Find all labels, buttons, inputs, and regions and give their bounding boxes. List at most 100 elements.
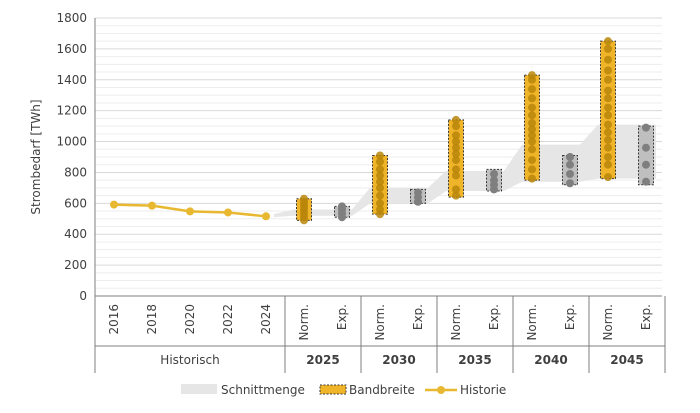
group-label-year: 2040 <box>534 353 567 367</box>
norm-point-2040 <box>528 71 536 80</box>
norm-point-2035 <box>452 149 460 158</box>
norm-point-2030 <box>376 177 384 186</box>
norm-point-2030 <box>376 165 384 174</box>
norm-point-2040 <box>528 145 536 154</box>
group-label-year: 2030 <box>382 353 415 367</box>
y-tick-label: 200 <box>64 258 87 272</box>
exp-point-2045 <box>642 177 650 186</box>
norm-point-2035 <box>452 115 460 124</box>
norm-point-2045 <box>604 120 612 129</box>
axes: 0 200 400 600 800 1000 1200 1400 1600 1800 2016 201… <box>56 11 666 373</box>
norm-point-2025 <box>300 194 308 203</box>
y-axis-label: Strombedarf [TWh] <box>29 99 43 214</box>
schnittmenge-polygon <box>274 124 656 218</box>
x-tick-label-exp: Exp. <box>639 304 653 330</box>
x-tick-label: 2018 <box>145 304 159 335</box>
history-series <box>110 200 270 221</box>
x-tick-label-norm: Norm. <box>373 304 387 341</box>
legend-label-bandbreite: Bandbreite <box>349 383 415 397</box>
exp-point-2045 <box>642 160 650 169</box>
legend-swatch-historie-dot <box>437 386 445 394</box>
norm-point-2045 <box>604 55 612 64</box>
y-tick-label: 800 <box>64 165 87 179</box>
x-tick-label: 2024 <box>259 304 273 335</box>
norm-point-2035 <box>452 156 460 165</box>
norm-point-2035 <box>452 131 460 140</box>
y-tick-label: 1800 <box>56 11 87 25</box>
x-tick-label-norm: Norm. <box>297 304 311 341</box>
group-label-year: 2035 <box>458 353 491 367</box>
exp-point-2035 <box>490 176 498 185</box>
y-tick-label: 1400 <box>56 73 87 87</box>
x-tick-label-exp: Exp. <box>335 304 349 330</box>
legend-label-schnittmenge: Schnittmenge <box>221 383 305 397</box>
x-tick-label-exp: Exp. <box>411 304 425 330</box>
exp-point-2045 <box>642 123 650 132</box>
historie-point-2016 <box>110 200 118 209</box>
y-tick-label: 400 <box>64 227 87 241</box>
exp-point-2035 <box>490 169 498 178</box>
norm-point-2040 <box>528 137 536 146</box>
y-tick-label: 0 <box>79 289 87 303</box>
norm-point-2045 <box>604 94 612 103</box>
exp-point-2045 <box>642 143 650 152</box>
norm-point-2045 <box>604 160 612 169</box>
legend-label-historie: Historie <box>460 383 506 397</box>
norm-point-2045 <box>604 143 612 152</box>
norm-point-2035 <box>452 191 460 200</box>
norm-point-2030 <box>376 191 384 200</box>
norm-point-2045 <box>604 103 612 112</box>
norm-point-2040 <box>528 125 536 134</box>
historie-point-2020 <box>186 207 194 216</box>
norm-point-2035 <box>452 171 460 180</box>
y-tick-label: 1200 <box>56 104 87 118</box>
norm-point-2035 <box>452 143 460 152</box>
group-label-historisch: Historisch <box>160 353 219 367</box>
norm-point-2040 <box>528 174 536 183</box>
exp-point-2040 <box>566 160 574 169</box>
norm-point-2040 <box>528 85 536 94</box>
norm-point-2045 <box>604 44 612 53</box>
norm-point-2040 <box>528 111 536 120</box>
norm-point-2030 <box>376 157 384 166</box>
legend-swatch-bandbreite <box>319 384 347 395</box>
norm-point-2040 <box>528 119 536 128</box>
norm-point-2045 <box>604 75 612 84</box>
historie-point-2022 <box>224 208 232 217</box>
x-tick-label: 2022 <box>221 304 235 335</box>
group-label-year: 2045 <box>610 353 643 367</box>
exp-point-2040 <box>566 179 574 188</box>
historie-point-2018 <box>148 201 156 210</box>
range-bars <box>296 37 654 225</box>
x-tick-label: 2016 <box>107 304 121 335</box>
schnittmenge-area <box>274 124 656 218</box>
legend: Schnittmenge Bandbreite Historie <box>181 383 506 397</box>
norm-point-2040 <box>528 131 536 140</box>
y-tick-label: 1600 <box>56 42 87 56</box>
historie-point-2024 <box>262 212 270 221</box>
norm-point-2030 <box>376 199 384 208</box>
norm-point-2045 <box>604 86 612 95</box>
exp-point-2025 <box>338 202 346 211</box>
norm-point-2045 <box>604 173 612 182</box>
bandbreite-bar-exp-2045 <box>638 125 654 186</box>
x-tick-label-norm: Norm. <box>525 304 539 341</box>
exp-point-2040 <box>566 169 574 178</box>
norm-point-2030 <box>376 151 384 160</box>
group-label-year: 2025 <box>306 353 339 367</box>
norm-point-2040 <box>528 165 536 174</box>
norm-point-2045 <box>604 37 612 46</box>
y-tick-label: 1000 <box>56 135 87 149</box>
norm-point-2045 <box>604 111 612 120</box>
norm-point-2045 <box>604 66 612 75</box>
x-tick-label-exp: Exp. <box>487 304 501 330</box>
norm-point-2030 <box>376 205 384 214</box>
norm-point-2035 <box>452 122 460 131</box>
norm-point-2040 <box>528 94 536 103</box>
x-tick-label-norm: Norm. <box>449 304 463 341</box>
norm-point-2040 <box>528 103 536 112</box>
x-tick-label: 2020 <box>183 304 197 335</box>
norm-point-2030 <box>376 171 384 180</box>
norm-point-2045 <box>604 128 612 137</box>
